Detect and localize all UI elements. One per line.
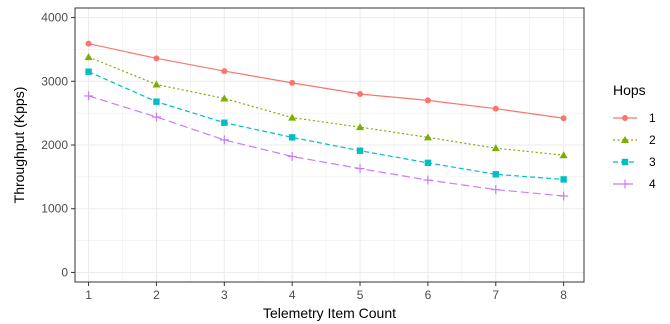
series-1 bbox=[85, 40, 567, 122]
series-layer bbox=[84, 40, 569, 201]
legend-item: 1 bbox=[613, 111, 656, 125]
data-point bbox=[85, 68, 92, 75]
legend-marker bbox=[622, 115, 628, 121]
data-point bbox=[221, 119, 228, 126]
x-axis: 1 2 3 4 5 6 7 8 bbox=[85, 282, 567, 302]
data-point bbox=[424, 97, 431, 104]
series-line bbox=[88, 43, 564, 119]
series-3 bbox=[85, 68, 567, 183]
data-point bbox=[152, 80, 161, 88]
legend-item: 3 bbox=[613, 155, 656, 169]
series-line bbox=[88, 71, 564, 181]
legend-label: 2 bbox=[649, 133, 656, 147]
data-point bbox=[289, 79, 296, 86]
data-point bbox=[491, 185, 501, 195]
series-4 bbox=[84, 91, 569, 201]
data-point bbox=[287, 151, 297, 161]
y-tick-label: 3000 bbox=[41, 74, 68, 88]
data-point bbox=[288, 134, 296, 141]
data-point bbox=[559, 151, 568, 159]
legend-label: 1 bbox=[649, 111, 656, 125]
x-tick-label: 3 bbox=[221, 288, 228, 302]
data-point bbox=[151, 112, 161, 122]
data-point bbox=[221, 68, 228, 75]
data-point bbox=[357, 91, 364, 98]
data-point bbox=[219, 135, 229, 145]
data-point bbox=[423, 133, 432, 141]
data-point bbox=[356, 147, 364, 154]
x-tick-label: 1 bbox=[85, 288, 92, 302]
y-axis: 0 1000 2000 3000 4000 bbox=[41, 11, 75, 279]
y-tick-label: 1000 bbox=[41, 202, 68, 216]
data-point bbox=[492, 105, 499, 112]
legend-items: 1 2 3 4 bbox=[613, 111, 656, 191]
data-point bbox=[560, 115, 567, 122]
data-point bbox=[85, 40, 92, 47]
x-tick-label: 6 bbox=[425, 288, 432, 302]
x-tick-label: 8 bbox=[560, 288, 567, 302]
legend: Hops 1 2 3 4 bbox=[613, 82, 656, 191]
legend-label: 3 bbox=[649, 155, 656, 169]
x-tick-label: 5 bbox=[357, 288, 364, 302]
data-point bbox=[355, 164, 365, 174]
legend-item: 2 bbox=[613, 133, 656, 147]
legend-marker bbox=[621, 136, 629, 143]
data-point bbox=[153, 55, 160, 62]
data-point bbox=[491, 144, 500, 152]
data-point bbox=[423, 175, 433, 185]
data-point bbox=[84, 53, 93, 61]
y-tick-label: 2000 bbox=[41, 138, 68, 152]
legend-marker bbox=[620, 179, 630, 189]
data-point bbox=[220, 94, 229, 102]
legend-item: 4 bbox=[613, 177, 656, 191]
data-point bbox=[492, 171, 499, 178]
major-grid bbox=[75, 8, 584, 282]
series-line bbox=[88, 95, 564, 197]
y-axis-title: Throughput (Kpps) bbox=[11, 87, 27, 204]
y-tick-label: 4000 bbox=[41, 11, 68, 25]
data-point bbox=[288, 113, 297, 121]
legend-marker bbox=[621, 158, 629, 166]
y-tick-label: 0 bbox=[61, 265, 68, 279]
data-point bbox=[559, 191, 569, 201]
data-point bbox=[356, 123, 365, 131]
x-tick-label: 2 bbox=[153, 288, 160, 302]
series-2 bbox=[84, 53, 568, 159]
x-tick-label: 4 bbox=[289, 288, 296, 302]
legend-title: Hops bbox=[613, 82, 646, 98]
data-point bbox=[84, 91, 94, 101]
data-point bbox=[560, 176, 567, 183]
data-point bbox=[424, 159, 432, 167]
x-tick-label: 7 bbox=[492, 288, 499, 302]
x-axis-title: Telemetry Item Count bbox=[263, 305, 396, 321]
legend-label: 4 bbox=[649, 177, 656, 191]
data-point bbox=[153, 98, 160, 105]
